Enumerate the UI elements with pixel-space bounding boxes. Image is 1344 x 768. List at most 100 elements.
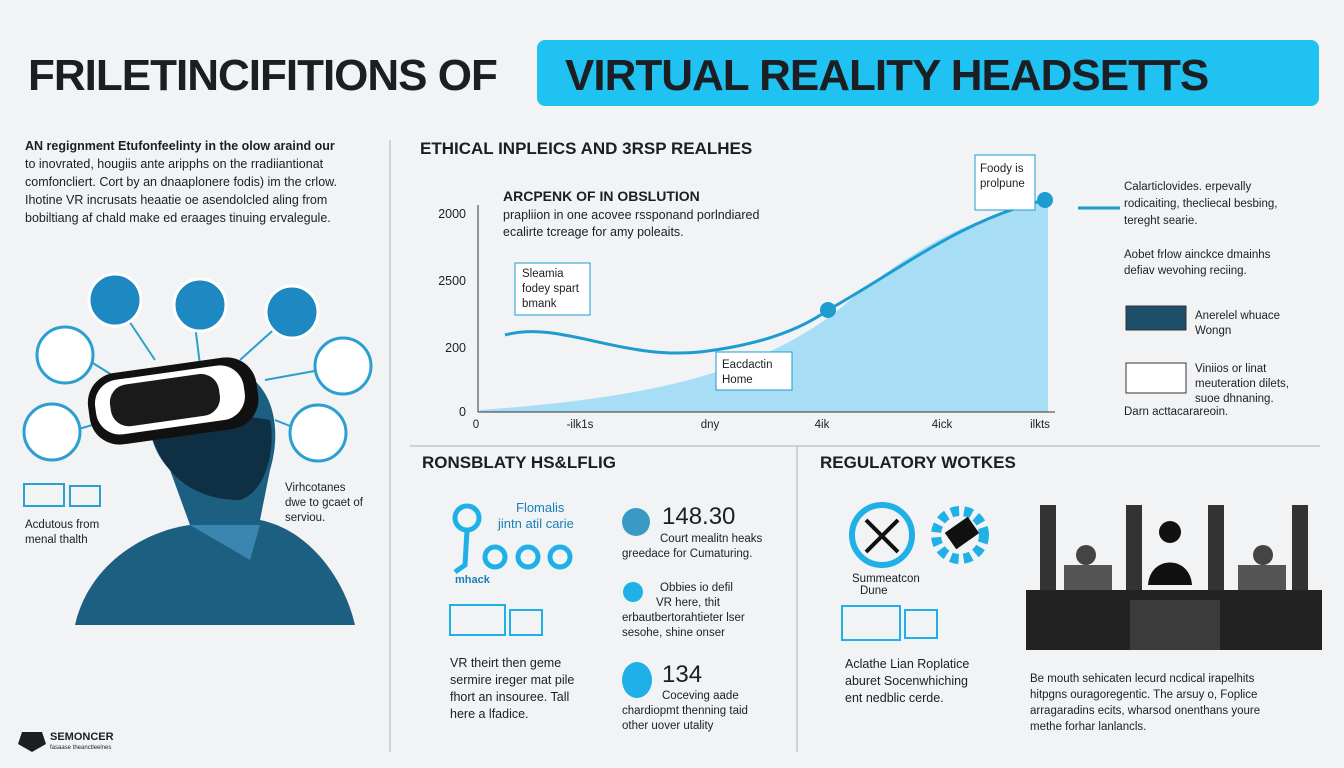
badge-text: jintn atil carie <box>497 516 574 531</box>
body-text: Aclathe Lian Roplatice <box>845 657 969 671</box>
stat-text: greedace for Cumaturing. <box>622 548 752 560</box>
x-label: -ilk1s <box>567 419 594 431</box>
side-text: Wongn <box>1195 325 1231 337</box>
x-label: 4ik <box>815 419 830 431</box>
icon <box>509 609 543 636</box>
point <box>820 302 836 318</box>
callout-text: bmank <box>522 298 557 310</box>
intro: AN regignment Etufonfeelinty in the olow… <box>25 139 337 225</box>
icon <box>449 604 506 636</box>
stat-text: Coceving aade <box>662 690 739 702</box>
icon-label: Summeatcon <box>852 573 920 585</box>
intro-line: comfoncliert. Cort by an dnaaplonere fod… <box>25 175 337 189</box>
callout-text: Sleamia <box>522 268 564 280</box>
title-right: VIRTUAL REALITY HEADSETTS <box>565 51 1208 100</box>
callout <box>514 262 591 316</box>
x-label: 4ick <box>932 419 953 431</box>
callout <box>974 154 1036 211</box>
callout-text: Foody is <box>980 163 1024 175</box>
side-text: Aobet frlow ainckce dmainhs <box>1124 249 1271 261</box>
body-text: arragaradins ecits, wharsod onenthans yo… <box>1030 705 1260 717</box>
side-text: defiav wevohing reciing. <box>1124 265 1247 277</box>
y-label: 2500 <box>438 274 466 288</box>
icon <box>841 605 901 641</box>
callout-text: prolpune <box>980 178 1025 190</box>
icon <box>864 518 900 554</box>
stat-text: VR here, thit <box>656 597 721 609</box>
y-label: 200 <box>445 341 466 355</box>
side-text: Viniios or linat <box>1195 363 1267 375</box>
callout <box>715 351 793 391</box>
callout-text: Eacdactin <box>722 359 773 371</box>
section-title: ETHICAL INPLEICS AND 3RSP REALHES <box>420 139 752 158</box>
side-text: Anerelel whuace <box>1195 310 1280 322</box>
body-text: aburet Socenwhiching <box>845 674 968 688</box>
badge-text: Flomalis <box>516 500 565 515</box>
side-text: Darn acttacarareoin. <box>1124 406 1228 418</box>
x-label: ilkts <box>1030 419 1050 431</box>
stat-text: chardiopmt thenning taid <box>622 705 748 717</box>
intro-line: to inovrated, hougiis ante aripphs on th… <box>25 157 324 171</box>
icon <box>1125 362 1187 394</box>
stat-text: other uover utality <box>622 720 714 732</box>
section-title: RONSBLATY HS&LFLIG <box>422 453 616 472</box>
caption: serviou. <box>285 512 325 524</box>
intro-line: Ihotine VR incrusats heaatie oe asendolc… <box>25 193 327 207</box>
logo-mark <box>18 732 46 752</box>
caption: Acdutous from <box>25 519 99 531</box>
stat-text: Obbies io defil <box>660 582 733 594</box>
chart-note: ecalirte tcreage for amy poleaits. <box>503 225 684 239</box>
icon-label: Dune <box>860 585 888 597</box>
stat-text: Court mealitn heaks <box>660 533 763 545</box>
body-text: methe forhar lanlancls. <box>1030 721 1146 733</box>
x-label: 0 <box>473 419 479 431</box>
body-text: sermire ireger mat pile <box>450 673 574 687</box>
body-text: Be mouth sehicaten lecurd ncdical irapel… <box>1030 673 1255 685</box>
point <box>1037 192 1053 208</box>
icon <box>904 609 938 639</box>
chart-note: prapliion in one acovee rssponand porlnd… <box>503 208 759 222</box>
intro-line: bobiltiang af chald make ed eraages tinu… <box>25 211 331 225</box>
side-text: tereght searie. <box>1124 215 1198 227</box>
courtroom-illustration <box>1026 505 1322 650</box>
headset-illustration <box>22 272 373 625</box>
trend-line <box>504 198 1046 355</box>
side-text: rodicaiting, thecliecal besbing, <box>1124 198 1277 210</box>
body-text: hitpgns ouragoregentic. The arsuy o, Fop… <box>1030 689 1257 701</box>
side-text: suoe dhnaning. <box>1195 393 1274 405</box>
side-text: Calarticlovides. erpevally <box>1124 181 1251 193</box>
y-label: 2000 <box>438 207 466 221</box>
section-title: REGULATORY WOTKES <box>820 453 1016 472</box>
x-label: dny <box>701 419 720 431</box>
stat-text: erbautbertorahtieter lser <box>622 612 745 624</box>
icon <box>944 516 980 550</box>
icon <box>623 582 643 602</box>
area <box>480 200 1048 412</box>
icon <box>931 506 989 564</box>
body-text: here a lfadice. <box>450 707 529 721</box>
stat-text: sesohe, shine onser <box>622 627 725 639</box>
body-text: fhort an insouree. Tall <box>450 690 569 704</box>
stat: 134 <box>662 661 702 688</box>
badge-text: mhack <box>455 574 491 586</box>
body-text: ent nedblic cerde. <box>845 691 944 705</box>
logo-tagline: fasaase theanctleelnes <box>50 745 111 751</box>
icon <box>622 662 652 698</box>
icon <box>849 502 915 568</box>
title-left: FRILETINCIFITIONS OF <box>28 51 497 100</box>
chart-subtitle: ARCPENK OF IN OBSLUTION <box>503 188 700 204</box>
title-box <box>537 40 1319 106</box>
icon <box>622 508 650 536</box>
icon <box>1125 305 1187 331</box>
callout-text: Home <box>722 374 753 386</box>
caption: Virhcotanes <box>285 482 346 494</box>
logo-name: SEMONCER <box>50 731 114 743</box>
caption: dwe to gcaet of <box>285 497 364 509</box>
y-label: 0 <box>459 405 466 419</box>
caption: menal thalth <box>25 534 88 546</box>
badge-icon <box>452 503 573 575</box>
intro-line: AN regignment Etufonfeelinty in the olow… <box>25 139 335 153</box>
stat: 148.30 <box>662 503 735 530</box>
